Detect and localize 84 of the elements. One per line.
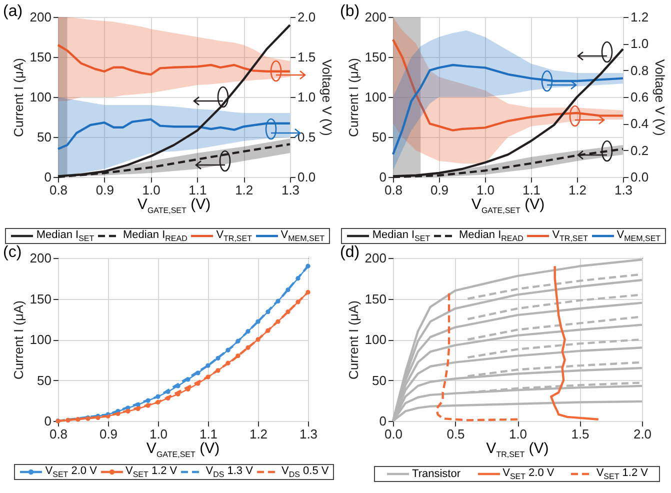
legend-label: Median I$_{SET}$ [372,228,430,244]
y2-tick-label: 0.2 [630,142,649,158]
y-axis-title: Current I (μA) [10,58,26,138]
y-tick-label: 200 [364,10,386,24]
text: (d) [340,244,360,262]
y2-tick-label: 0.4 [630,116,649,132]
y2-tick-label: 0.0 [298,170,316,184]
x-tick-label: 1.1 [199,426,218,442]
y-tick-label: 150 [364,291,386,306]
y-tick-label: 150 [364,50,386,64]
x-tick-label: 0.9 [96,182,114,198]
y-tick-label: 150 [30,50,52,64]
y-tick-label: 0 [44,414,52,428]
legend-label: V$_{TR,SET}$ [552,228,588,244]
y-tick-label: 100 [30,332,52,347]
y-tick-label: 100 [364,90,386,104]
x-axis-title: V$_{GATE,SET}$ (V) [145,440,221,459]
x-tick-label: 1.3 [614,182,633,198]
y2-tick-label: 0.5 [298,130,316,144]
x-axis-title: V$_{GATE,SET}$ (V) [470,196,546,215]
x-tick-label: 1.2 [249,426,268,442]
legend-label: V$_{MEM,SET}$ [616,228,661,244]
y-tick-label: 200 [30,250,52,266]
legend-label: Transistor [412,468,461,480]
legend-label: V$_{SET}$ 1.2 V [596,466,648,482]
x-tick-label: 0.0 [384,426,403,442]
x-tick-label: 1.1 [188,182,207,198]
y-tick-label: 200 [30,10,52,24]
legend-label: Median I$_{READ}$ [458,228,524,244]
x-tick-label: 1.3 [299,426,318,442]
x-tick-label: 1.0 [508,426,528,442]
x-tick-label: 1.3 [281,182,300,198]
y2-axis-title: Voltage V (V) [320,59,335,136]
text: (c) [3,244,22,262]
y-tick-label: 50 [37,372,52,388]
y-tick-label: 50 [37,130,52,144]
y2-axis-title: Voltage V (V) [652,59,668,136]
legend-label: Median I$_{SET}$ [36,228,94,244]
legend-label: V$_{TR,SET}$ [216,228,252,244]
y-tick-label: 100 [364,332,386,347]
y-axis-title: Current I (μA) [346,58,361,138]
y-tick-label: 100 [30,90,52,104]
x-tick-label: 0.9 [430,182,449,198]
legend-label: V$_{SET}$ 2.0 V [45,464,97,480]
y-tick-label: 50 [372,372,386,388]
x-tick-label: 0.5 [446,426,465,442]
text: (b) [340,3,360,21]
x-tick-label: 0.8 [49,426,68,442]
y2-tick-label: 1.5 [298,50,316,64]
legend-label: V$_{DS}$ 0.5 V [282,464,329,480]
text: (a) [3,3,23,21]
legend-label: V$_{DS}$ 1.3 V [206,464,253,480]
x-tick-label: 1.0 [149,426,168,442]
x-tick-label: 0.8 [384,182,403,198]
y-tick-label: 50 [372,130,386,144]
y-tick-label: 0 [44,170,52,184]
legend-label: V$_{MEM,SET}$ [280,228,325,244]
y2-tick-label: 1.0 [630,36,649,52]
y2-tick-label: 0.6 [630,90,649,104]
legend-label: Median I$_{READ}$ [122,228,188,244]
x-tick-label: 0.9 [99,426,118,442]
x-tick-label: 1.0 [476,182,495,198]
y-tick-label: 150 [30,291,52,306]
x-tick-label: 1.2 [568,182,587,198]
y2-tick-label: 0.8 [630,62,649,78]
x-tick-label: 1.5 [571,426,590,442]
y2-tick-label: 0.0 [630,170,649,184]
x-tick-label: 1.2 [235,182,254,198]
y-tick-label: 0 [379,170,386,184]
x-tick-label: 1.1 [522,182,541,198]
y2-tick-label: 2.0 [298,10,316,24]
y-axis-title: Current I (μA) [346,300,361,380]
y-tick-label: 200 [364,250,386,266]
x-axis-title: V$_{TR,SET}$ (V) [485,440,550,459]
y-tick-label: 0 [379,414,386,428]
x-tick-label: 0.8 [49,182,68,198]
y-axis-title: Current I (μA) [10,300,26,380]
y2-tick-label: 1.2 [630,10,649,24]
y2-tick-label: 1.0 [298,90,316,104]
x-tick-label: 1.0 [142,182,160,198]
x-axis-title: V$_{GATE,SET}$ (V) [136,196,212,215]
x-tick-label: 2.0 [633,426,652,442]
legend-label: V$_{SET}$ 2.0 V [502,466,554,482]
legend-label: V$_{SET}$ 1.2 V [126,464,178,480]
